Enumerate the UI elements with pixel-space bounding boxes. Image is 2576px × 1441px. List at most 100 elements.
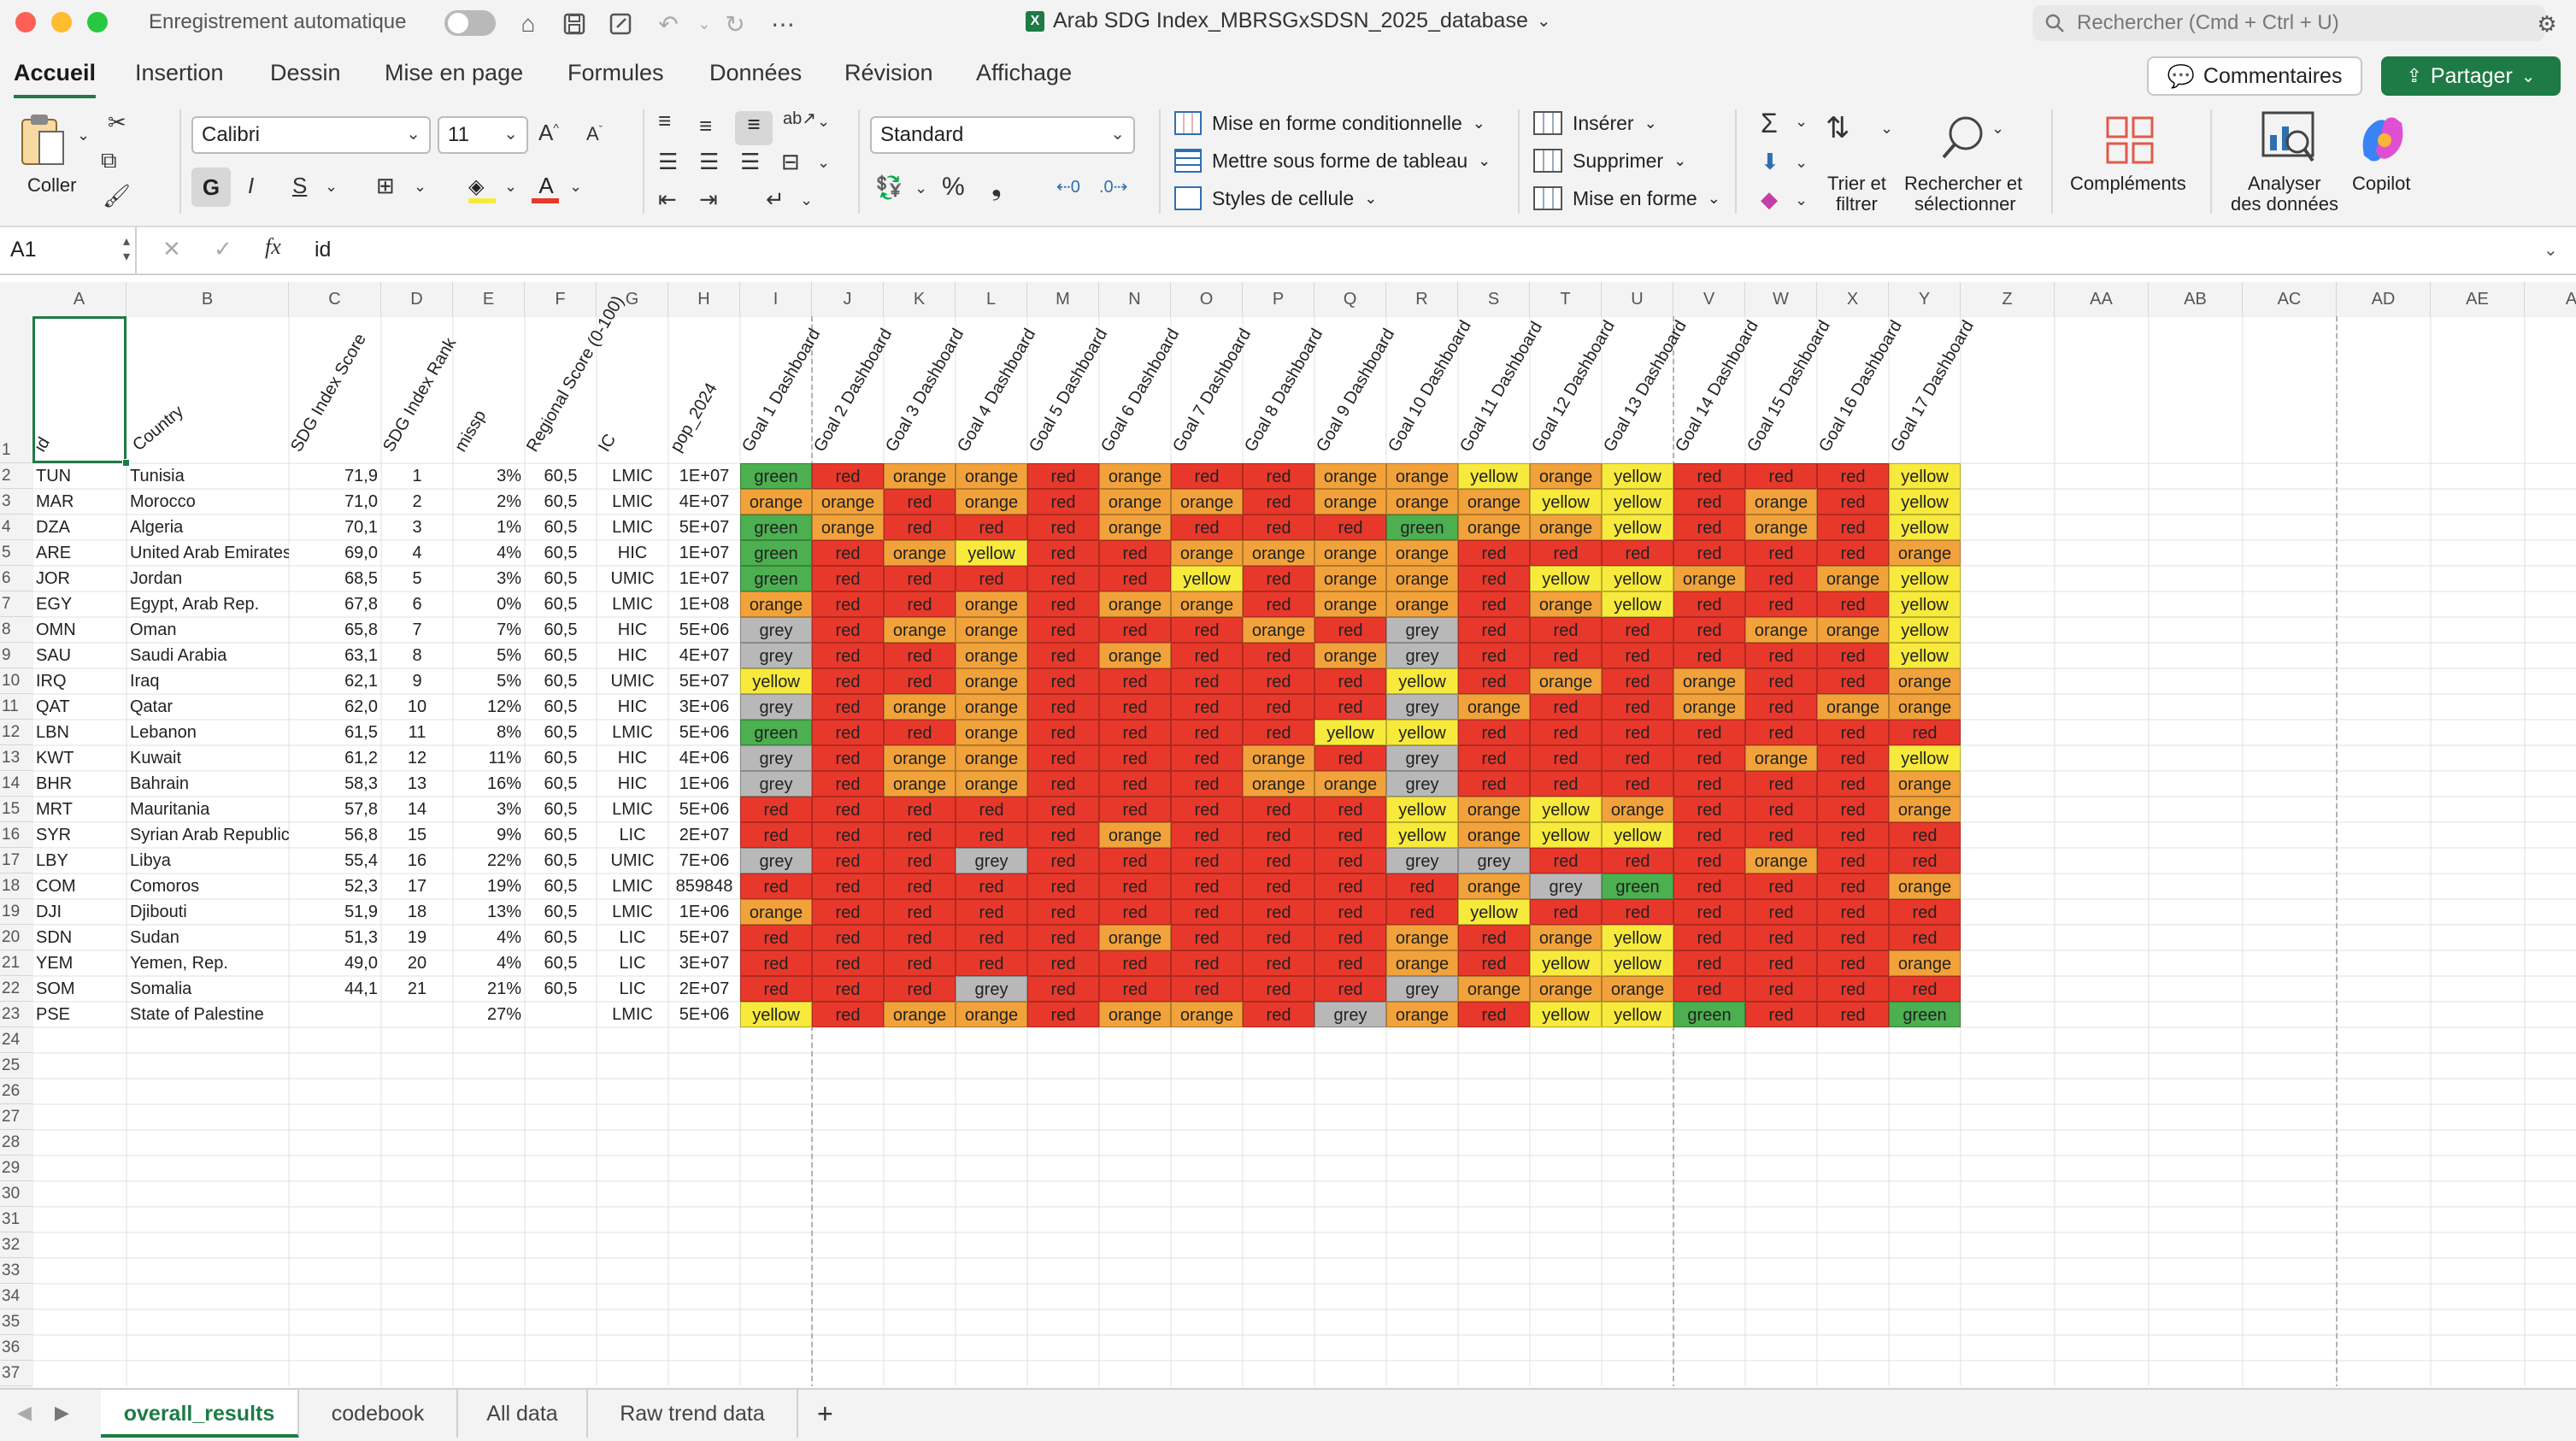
data-cell[interactable]: 11% xyxy=(488,749,521,768)
dashboard-cell[interactable]: red xyxy=(1673,489,1745,515)
data-cell[interactable]: 1E+06 xyxy=(679,903,730,921)
data-cell[interactable]: HIC xyxy=(617,749,648,768)
data-cell[interactable]: HIC xyxy=(617,544,648,562)
data-cell[interactable]: LIC xyxy=(619,928,646,947)
row-header[interactable]: 25 xyxy=(0,1053,32,1079)
data-cell[interactable]: 1E+07 xyxy=(679,467,730,485)
column-header[interactable]: H xyxy=(668,282,740,316)
dashboard-cell[interactable]: red xyxy=(1171,643,1243,668)
dashboard-cell[interactable]: orange xyxy=(1099,822,1171,848)
dashboard-cell[interactable]: green xyxy=(1602,873,1673,899)
dashboard-cell[interactable]: orange xyxy=(1745,489,1817,515)
data-cell[interactable]: 11 xyxy=(408,723,426,742)
dashboard-cell[interactable]: red xyxy=(1171,797,1243,822)
country-cell[interactable]: Iraq xyxy=(130,672,160,691)
id-cell[interactable]: COM xyxy=(36,877,76,896)
data-cell[interactable]: 6 xyxy=(412,595,422,614)
data-cell[interactable]: 16% xyxy=(486,774,521,793)
dashboard-cell[interactable]: orange xyxy=(1171,591,1243,617)
dashboard-cell[interactable]: red xyxy=(1458,745,1530,771)
dashboard-cell[interactable]: red xyxy=(1673,797,1745,822)
analyze-data-icon[interactable] xyxy=(2260,109,2316,166)
dashboard-cell[interactable]: red xyxy=(1817,515,1889,540)
column-header[interactable]: G xyxy=(597,282,668,316)
dashboard-cell[interactable]: orange xyxy=(1530,515,1602,540)
data-cell[interactable]: 62,1 xyxy=(344,672,378,691)
column-header[interactable]: S xyxy=(1458,282,1530,316)
dashboard-cell[interactable]: red xyxy=(956,873,1027,899)
dashboard-cell[interactable]: orange xyxy=(956,591,1027,617)
dashboard-cell[interactable]: orange xyxy=(1458,515,1530,540)
save-icon[interactable] xyxy=(559,9,590,39)
dashboard-cell[interactable]: grey xyxy=(1386,643,1458,668)
column-header[interactable]: B xyxy=(126,282,289,316)
align-center-icon[interactable]: ☰ xyxy=(699,149,720,174)
dashboard-cell[interactable]: red xyxy=(1243,797,1314,822)
dashboard-cell[interactable]: orange xyxy=(1099,489,1171,515)
dashboard-cell[interactable]: red xyxy=(812,617,884,643)
sheet-tab-all-data[interactable]: All data xyxy=(458,1390,588,1438)
dashboard-cell[interactable]: red xyxy=(1602,668,1673,694)
country-cell[interactable]: Lebanon xyxy=(130,723,197,742)
row-header[interactable]: 3 xyxy=(0,489,32,515)
data-cell[interactable]: 60,5 xyxy=(544,826,578,844)
cell-styles-button[interactable]: Styles de cellule ⌄ xyxy=(1174,186,1377,210)
dashboard-cell[interactable]: red xyxy=(1027,566,1099,591)
minimize-window-button[interactable] xyxy=(51,12,72,32)
dashboard-cell[interactable]: red xyxy=(1027,489,1099,515)
home-icon[interactable]: ⌂ xyxy=(520,10,536,37)
data-cell[interactable]: 13 xyxy=(407,774,427,793)
dashboard-cell[interactable]: grey xyxy=(1386,976,1458,1002)
dashboard-cell[interactable]: yellow xyxy=(740,1002,812,1027)
data-cell[interactable]: 60,5 xyxy=(544,518,578,537)
data-cell[interactable]: 60,5 xyxy=(544,697,578,716)
id-cell[interactable]: YEM xyxy=(36,954,74,973)
dashboard-cell[interactable]: red xyxy=(1243,643,1314,668)
dashboard-cell[interactable]: yellow xyxy=(1530,950,1602,976)
dashboard-cell[interactable]: red xyxy=(1817,950,1889,976)
dashboard-cell[interactable]: orange xyxy=(1458,873,1530,899)
dashboard-cell[interactable]: red xyxy=(1243,976,1314,1002)
data-cell[interactable]: 5E+07 xyxy=(679,518,730,537)
dashboard-cell[interactable]: green xyxy=(1889,1002,1961,1027)
share-button[interactable]: ⇪ Partager ⌄ xyxy=(2381,56,2561,96)
dashboard-cell[interactable]: grey xyxy=(956,848,1027,873)
data-cell[interactable]: 22% xyxy=(486,851,521,870)
row-header[interactable]: 16 xyxy=(0,822,32,848)
dashboard-cell[interactable]: red xyxy=(1314,976,1386,1002)
dashboard-cell[interactable]: orange xyxy=(1386,950,1458,976)
dashboard-cell[interactable]: red xyxy=(1889,720,1961,745)
tab-insertion[interactable]: Insertion xyxy=(135,60,224,85)
dashboard-cell[interactable]: red xyxy=(1530,694,1602,720)
dashboard-cell[interactable]: red xyxy=(1171,873,1243,899)
dashboard-cell[interactable]: orange xyxy=(956,617,1027,643)
column-header[interactable]: D xyxy=(381,282,453,316)
dashboard-cell[interactable]: yellow xyxy=(1171,566,1243,591)
data-cell[interactable]: 3% xyxy=(497,569,521,588)
thousands-separator-icon[interactable]: ❟ xyxy=(991,173,1002,201)
dashboard-cell[interactable]: red xyxy=(1027,694,1099,720)
data-cell[interactable]: 5% xyxy=(497,672,521,691)
dashboard-cell[interactable]: red xyxy=(1386,899,1458,925)
data-cell[interactable]: 60,5 xyxy=(544,646,578,665)
dashboard-cell[interactable]: red xyxy=(1745,976,1817,1002)
data-cell[interactable]: 4% xyxy=(497,954,521,973)
dashboard-cell[interactable]: red xyxy=(1314,745,1386,771)
data-cell[interactable]: HIC xyxy=(617,621,648,639)
dashboard-cell[interactable]: red xyxy=(1458,720,1530,745)
data-cell[interactable]: 60,5 xyxy=(544,621,578,639)
dashboard-cell[interactable]: red xyxy=(1099,540,1171,566)
increase-font-icon[interactable]: A^ xyxy=(538,120,559,145)
dashboard-cell[interactable]: red xyxy=(812,643,884,668)
data-cell[interactable]: 68,5 xyxy=(344,569,378,588)
column-header[interactable]: Z xyxy=(1961,282,2055,316)
dashboard-cell[interactable]: orange xyxy=(956,643,1027,668)
autosum-icon[interactable]: Σ xyxy=(1761,108,1778,138)
account-icon[interactable]: ⚙ xyxy=(2537,10,2557,37)
conditional-formatting-button[interactable]: Mise en forme conditionnelle ⌄ xyxy=(1174,111,1485,135)
sort-filter-icon[interactable]: ⇅ xyxy=(1826,112,1850,144)
dashboard-cell[interactable]: orange xyxy=(1386,463,1458,489)
dashboard-cell[interactable]: grey xyxy=(1386,694,1458,720)
dashboard-cell[interactable]: red xyxy=(1027,873,1099,899)
dashboard-cell[interactable]: orange xyxy=(1386,1002,1458,1027)
